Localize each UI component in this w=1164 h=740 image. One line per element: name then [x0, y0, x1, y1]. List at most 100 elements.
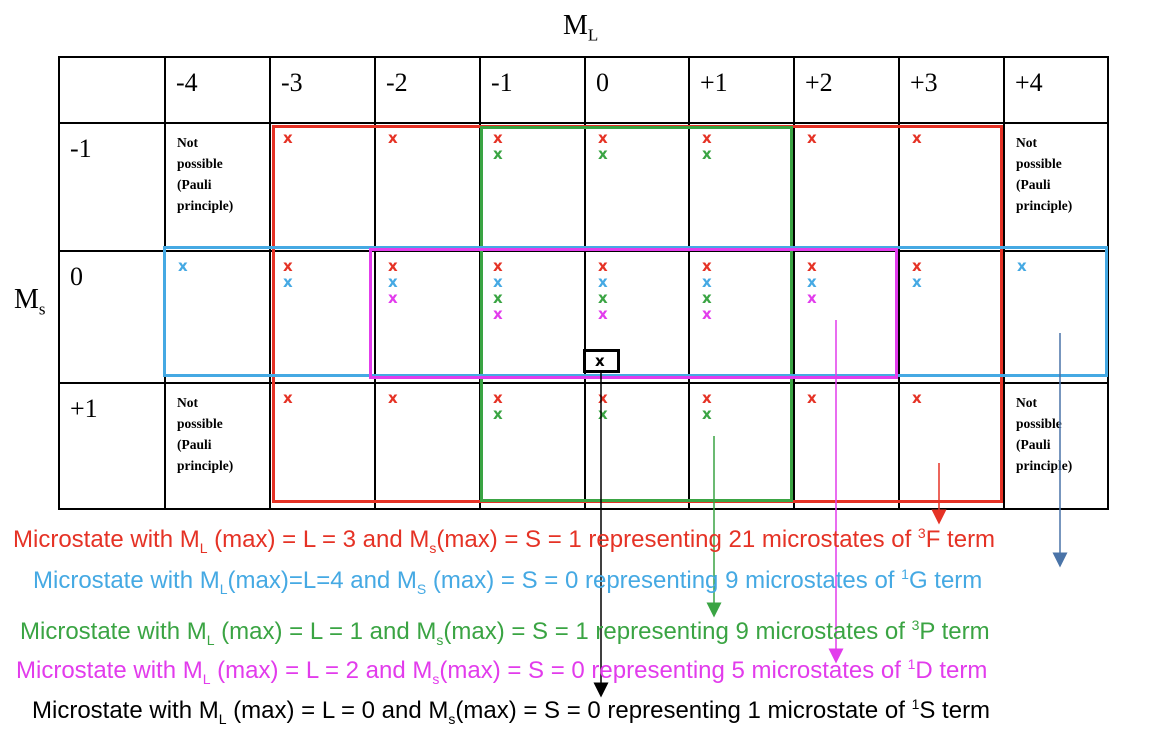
- legend-text: (max) = S = 0 representing 5 microstates…: [439, 657, 908, 684]
- microstate-x-red: x: [598, 129, 608, 147]
- legend-sup: 1: [911, 696, 920, 712]
- microstate-cell: x: [374, 382, 481, 510]
- ml-header-cell: +4: [1003, 56, 1109, 124]
- ms-label-cell: -1: [58, 122, 166, 252]
- microstate-x-blue: x: [388, 273, 398, 291]
- ml-header-cell: -3: [269, 56, 376, 124]
- microstate-x-green: x: [702, 289, 712, 307]
- ml-header-label: +1: [700, 68, 728, 97]
- microstate-x-green: x: [598, 145, 608, 163]
- microstate-x-blue: x: [807, 273, 817, 291]
- microstate-x-green: x: [493, 405, 503, 423]
- term-box-1D: [369, 248, 898, 379]
- not-possible-line: Not: [1016, 135, 1037, 150]
- ml-header-label: -4: [176, 68, 198, 97]
- ml-header-label: +2: [805, 68, 833, 97]
- ms-row-label: -1: [70, 134, 92, 163]
- ms-axis-sub: s: [38, 299, 46, 319]
- legend-sub: S: [416, 580, 427, 597]
- microstate-x-red: x: [388, 129, 398, 147]
- legend-text: (max) = L = 1 and M: [214, 618, 437, 645]
- microstate-x-mag: x: [702, 305, 712, 323]
- microstate-x-red: x: [598, 389, 608, 407]
- ml-header-label: +3: [910, 68, 938, 97]
- not-possible-line: Not: [177, 395, 198, 410]
- legend-sup: 3: [917, 525, 926, 541]
- microstate-x-red: x: [807, 389, 817, 407]
- microstate-x-blue: x: [912, 273, 922, 291]
- legend-sub: L: [199, 539, 208, 556]
- ml-header-cell: +3: [898, 56, 1005, 124]
- term-box-1S: [583, 349, 620, 373]
- not-possible-line: principle): [1016, 198, 1073, 213]
- legend-text: (max) = L = 3 and M: [207, 526, 430, 553]
- corner-cell: [58, 56, 166, 124]
- microstate-x-red: x: [283, 129, 293, 147]
- legend-sub: L: [206, 631, 215, 648]
- ms-axis-main: M: [14, 284, 39, 315]
- not-possible-line: possible: [177, 416, 223, 431]
- microstate-cell: x: [793, 122, 900, 252]
- ml-header-cell: -1: [479, 56, 586, 124]
- ml-header-cell: 0: [584, 56, 690, 124]
- not-possible-line: possible: [177, 156, 223, 171]
- microstate-x-blue: x: [493, 273, 503, 291]
- legend-text: (max) = S = 1 representing 21 microstate…: [436, 526, 918, 553]
- legend-sup: 3: [911, 617, 920, 633]
- microstate-cell: x: [269, 382, 376, 510]
- microstate-x-blue: x: [283, 273, 293, 291]
- microstate-cell: x: [793, 382, 900, 510]
- legend-text: (max) = S = 0 representing 9 microstates…: [426, 567, 902, 594]
- microstate-x-red: x: [283, 389, 293, 407]
- legend-text: G term: [908, 567, 983, 594]
- microstate-cell: x: [374, 122, 481, 252]
- microstate-cell: Not possible (Pauli principle): [1003, 122, 1109, 252]
- microstate-marks: x: [795, 384, 898, 406]
- ml-header-cell: -2: [374, 56, 481, 124]
- not-possible-note: Not possible (Pauli principle): [166, 384, 269, 476]
- not-possible-line: (Pauli: [1016, 177, 1051, 192]
- not-possible-line: principle): [177, 458, 234, 473]
- microstate-cell: Not possible (Pauli principle): [164, 122, 271, 252]
- microstate-marks: x: [271, 384, 374, 406]
- legend-sub: s: [448, 710, 456, 727]
- microstate-x-green: x: [493, 145, 503, 163]
- microstate-marks: x: [166, 252, 269, 274]
- header-row: -4 -3 -2 -1 0 +1 +2 +3 +4: [58, 56, 1109, 124]
- microstate-x-red: x: [493, 129, 503, 147]
- legend-1G: Microstate with ML(max)=L=4 and MS (max)…: [33, 566, 1164, 597]
- microstate-x-green: x: [702, 145, 712, 163]
- ms-row-label: 0: [70, 262, 83, 291]
- ml-header-label: +4: [1015, 68, 1043, 97]
- ml-axis-main: M: [563, 10, 588, 41]
- legend-text: (max) = L = 0 and M: [226, 697, 449, 724]
- ml-header-label: -3: [281, 68, 303, 97]
- microstate-x-red: x: [912, 389, 922, 407]
- not-possible-line: principle): [1016, 458, 1073, 473]
- microstate-x-green: x: [493, 289, 503, 307]
- term-box-3P: [480, 126, 793, 502]
- ml-header-cell: +2: [793, 56, 900, 124]
- not-possible-line: (Pauli: [177, 177, 212, 192]
- legend-text: (max)=L=4 and M: [227, 567, 417, 594]
- legend-text: (max) = S = 0 representing 1 microstate …: [455, 697, 912, 724]
- ml-axis-label: ML: [563, 10, 598, 46]
- microstate-x-blue: x: [178, 257, 188, 275]
- legend-text: D term: [915, 657, 988, 684]
- legend-text: Microstate with M: [20, 618, 207, 645]
- microstate-marks: x: [795, 124, 898, 146]
